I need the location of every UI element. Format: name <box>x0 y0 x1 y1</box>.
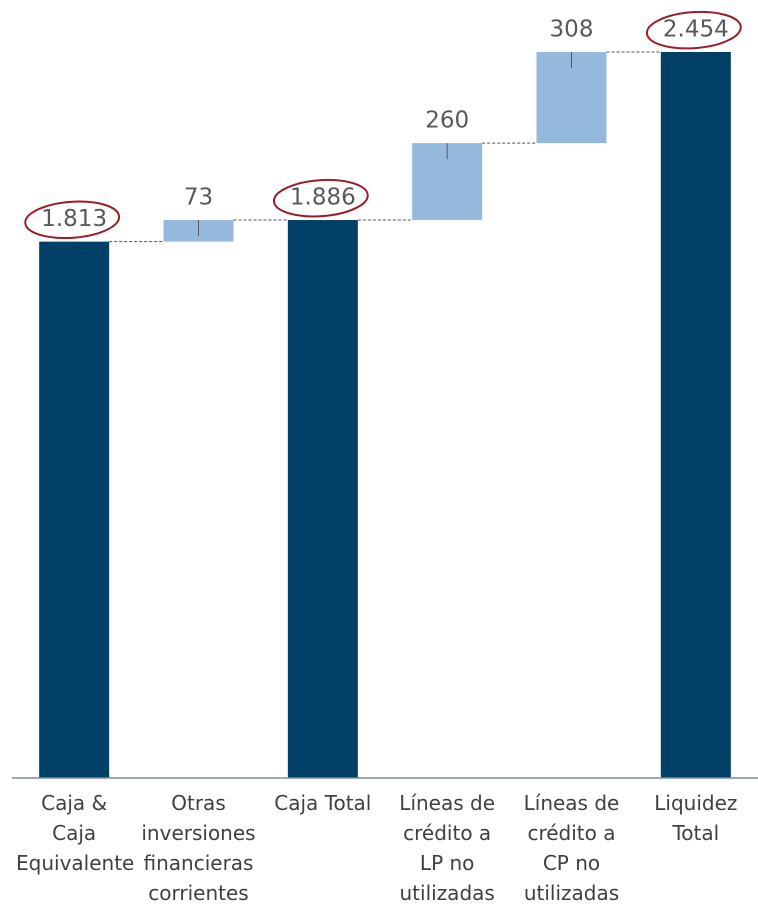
x-tick-label: Caja & Caja Equivalente <box>16 791 135 875</box>
total-bar <box>660 52 731 778</box>
x-tick-label: Líneas de crédito a CP no utilizadas <box>523 791 620 905</box>
total-bar <box>287 220 358 778</box>
value-label: 1.813 <box>41 206 107 232</box>
highlight-ellipse <box>24 200 121 240</box>
value-label: 2.454 <box>663 17 729 43</box>
value-label: 73 <box>184 185 213 211</box>
value-label: 1.886 <box>290 185 356 211</box>
highlight-ellipse <box>272 178 369 218</box>
x-tick-label: Otras inversiones financieras corrientes <box>141 791 256 905</box>
highlight-ellipse <box>645 10 742 50</box>
x-tick-label: Líneas de crédito a LP no utilizadas <box>399 791 496 905</box>
x-tick-label: Liquidez Total <box>654 791 738 845</box>
x-tick-label: Caja Total <box>274 791 372 815</box>
value-label: 260 <box>425 108 469 134</box>
total-bar <box>39 241 110 779</box>
value-label: 308 <box>550 17 594 43</box>
